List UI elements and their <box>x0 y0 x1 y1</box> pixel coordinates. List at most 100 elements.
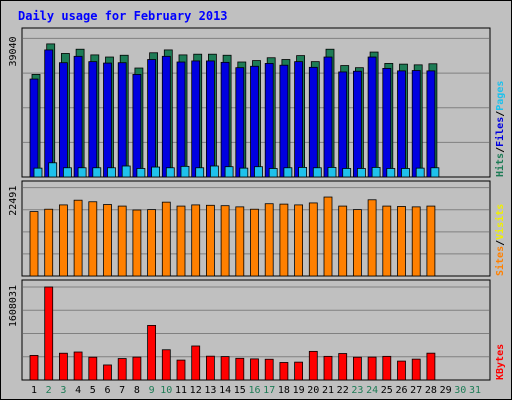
bar-kbytes-day-24 <box>367 356 377 381</box>
bar-kbytes-day-21 <box>323 355 333 381</box>
bar-sites-day-27 <box>411 206 421 277</box>
y-max-label: 1608031 <box>8 285 19 327</box>
bar-files-day-15 <box>235 67 245 178</box>
bar-kbytes-day-20 <box>308 350 318 381</box>
bar-sites-day-8 <box>132 209 142 277</box>
day-label-11: 11 <box>175 385 187 396</box>
chart-panels: 39040Hits/Files/Pages22491Sites/Visits16… <box>8 27 506 381</box>
bar-sites-day-14 <box>220 205 230 277</box>
bar-files-day-18 <box>279 64 289 178</box>
day-label-27: 27 <box>410 385 422 396</box>
bar-pages-day-7 <box>121 165 131 178</box>
legend-entry: / <box>495 111 506 117</box>
day-label-26: 26 <box>395 385 407 396</box>
bar-pages-day-3 <box>63 167 72 178</box>
bar-files-day-28 <box>426 70 436 178</box>
day-label-8: 8 <box>134 385 140 396</box>
day-label-15: 15 <box>234 385 246 396</box>
bar-kbytes-day-17 <box>264 358 274 381</box>
bar-kbytes-day-5 <box>88 356 98 381</box>
bar-files-day-27 <box>411 70 421 178</box>
day-label-1: 1 <box>31 385 37 396</box>
bar-pages-day-28 <box>430 167 440 178</box>
bar-kbytes-day-13 <box>205 355 215 381</box>
bar-sites-day-1 <box>29 211 39 277</box>
day-label-10: 10 <box>160 385 172 396</box>
bar-kbytes-day-22 <box>338 353 348 381</box>
bar-files-day-2 <box>44 49 54 178</box>
legend-entry: Files <box>494 117 506 147</box>
bar-kbytes-day-4 <box>73 351 83 381</box>
legend-entry: KBytes <box>495 344 506 380</box>
bar-files-day-14 <box>220 61 230 178</box>
bar-files-day-25 <box>382 67 392 178</box>
bar-kbytes-day-10 <box>161 349 171 381</box>
bar-sites-day-2 <box>44 208 54 277</box>
bar-pages-day-24 <box>371 167 381 178</box>
legend-entry: Visits <box>494 204 506 240</box>
day-label-2: 2 <box>46 385 52 396</box>
bar-kbytes-day-27 <box>411 358 421 381</box>
bar-sites-day-22 <box>338 205 348 277</box>
day-label-19: 19 <box>293 385 305 396</box>
bar-pages-day-17 <box>268 168 278 178</box>
legend-entry: / <box>495 147 506 153</box>
day-label-23: 23 <box>351 385 363 396</box>
bar-sites-day-13 <box>205 204 215 277</box>
bar-pages-day-6 <box>107 167 116 178</box>
bar-sites-day-9 <box>147 209 157 277</box>
bar-sites-day-23 <box>352 209 362 277</box>
day-label-30: 30 <box>454 385 466 396</box>
day-label-31: 31 <box>469 385 481 396</box>
day-label-21: 21 <box>322 385 334 396</box>
bar-files-day-8 <box>132 74 142 178</box>
bar-pages-day-21 <box>327 167 337 178</box>
bar-pages-day-8 <box>136 168 146 178</box>
bar-pages-day-14 <box>224 166 234 178</box>
bar-sites-day-4 <box>73 199 83 277</box>
bar-files-day-3 <box>59 62 68 178</box>
bar-files-day-24 <box>367 56 377 178</box>
day-label-17: 17 <box>263 385 275 396</box>
bar-kbytes-day-6 <box>103 364 112 381</box>
bar-files-day-7 <box>117 62 127 178</box>
y-max-label: 22491 <box>8 186 19 216</box>
kbytes-panel: 1608031 KBytes <box>8 279 506 381</box>
bar-sites-day-11 <box>176 205 186 277</box>
bar-sites-day-6 <box>103 204 112 277</box>
bar-kbytes-day-15 <box>235 357 245 381</box>
day-label-12: 12 <box>190 385 202 396</box>
bar-files-day-26 <box>397 70 406 178</box>
day-label-3: 3 <box>60 385 66 396</box>
bar-pages-day-4 <box>77 167 87 178</box>
bar-files-day-19 <box>294 61 304 178</box>
bar-pages-day-13 <box>209 165 219 178</box>
bar-kbytes-day-2 <box>44 286 54 381</box>
bar-pages-day-19 <box>298 167 308 178</box>
bar-files-day-12 <box>191 60 201 178</box>
bar-kbytes-day-18 <box>279 362 289 381</box>
day-label-5: 5 <box>90 385 96 396</box>
bar-pages-day-2 <box>48 162 58 178</box>
day-label-18: 18 <box>278 385 290 396</box>
bar-kbytes-day-23 <box>352 356 362 381</box>
bar-sites-day-24 <box>367 199 377 277</box>
visits-sites-legend: Sites/Visits <box>494 204 506 276</box>
legend-entry: / <box>495 240 506 246</box>
bar-files-day-17 <box>264 63 274 178</box>
bar-pages-day-15 <box>239 167 249 178</box>
bar-pages-day-23 <box>356 168 366 178</box>
bar-pages-day-26 <box>401 168 410 178</box>
bar-files-day-22 <box>338 71 348 178</box>
bar-kbytes-day-1 <box>29 355 39 381</box>
bar-files-day-5 <box>88 61 98 178</box>
bar-sites-day-10 <box>161 201 171 277</box>
legend-entry: Sites <box>494 246 506 276</box>
bar-kbytes-day-19 <box>294 361 304 381</box>
day-label-22: 22 <box>337 385 349 396</box>
bar-sites-day-12 <box>191 204 201 277</box>
day-label-4: 4 <box>75 385 81 396</box>
bar-kbytes-day-25 <box>382 355 392 381</box>
bar-files-day-11 <box>176 61 186 178</box>
bar-pages-day-27 <box>415 167 425 178</box>
